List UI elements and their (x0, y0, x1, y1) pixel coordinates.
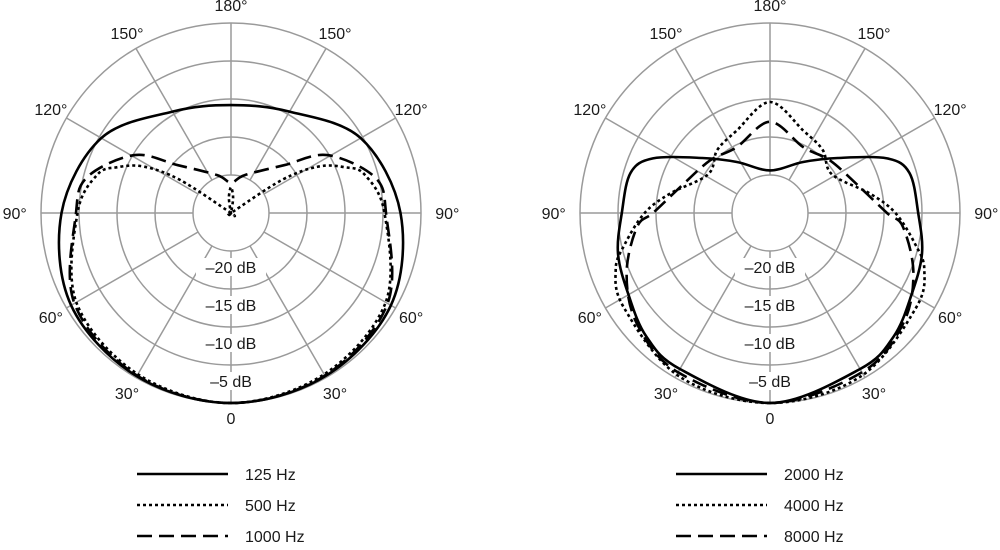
grid-ring (731, 174, 809, 252)
db-label-bg (735, 372, 805, 390)
grid-spoke (66, 231, 199, 309)
series-125-hz (57, 103, 405, 405)
db-label-bg (196, 296, 266, 314)
angle-label: 150° (649, 26, 682, 43)
angle-label: 90° (3, 206, 27, 223)
grid-spoke (263, 231, 396, 309)
angle-label: 180° (753, 0, 786, 15)
db-label-bg (196, 258, 266, 276)
db-label-bg (196, 334, 266, 352)
db-label: –5 dB (210, 374, 252, 391)
legend-label: 125 Hz (245, 467, 296, 484)
angle-label: 180° (214, 0, 247, 15)
angle-label: 0 (766, 411, 775, 428)
angle-label: 60° (938, 310, 962, 327)
angle-label: 30° (323, 386, 347, 403)
angle-label: 90° (435, 206, 459, 223)
legend-label: 2000 Hz (784, 467, 844, 484)
angle-label: 120° (395, 102, 428, 119)
series-8000-hz (625, 120, 915, 405)
grid-spoke (135, 48, 213, 181)
angle-label: 120° (934, 102, 967, 119)
angle-label: 90° (542, 206, 566, 223)
db-label-bg (196, 372, 266, 390)
db-label: –15 dB (745, 298, 796, 315)
legend-label: 1000 Hz (245, 529, 305, 546)
polar-chart-1: 0 30° 30° 60° 60° 90° 90° 120° 120° 150° 150° 180° –… (3, 0, 460, 546)
db-label: –10 dB (206, 336, 257, 353)
db-label-bg (735, 258, 805, 276)
polar-chart-2: 0 30° 30° 60° 60° 90° 90° 120° 120° 150° 150° 180° –… (542, 0, 999, 546)
db-label-bg (735, 296, 805, 314)
db-label: –20 dB (745, 260, 796, 277)
angle-label: 150° (318, 26, 351, 43)
angle-label: 150° (857, 26, 890, 43)
grid-spoke (249, 48, 327, 181)
db-label: –20 dB (206, 260, 257, 277)
grid-spoke (788, 48, 866, 181)
series-1000-hz (68, 153, 394, 405)
angle-label: 150° (110, 26, 143, 43)
angle-label: 90° (974, 206, 998, 223)
angle-label: 60° (399, 310, 423, 327)
angle-label: 0 (227, 411, 236, 428)
series-4000-hz (614, 100, 926, 405)
legend-label: 500 Hz (245, 498, 296, 515)
db-label: –10 dB (745, 336, 796, 353)
angle-label: 120° (34, 102, 67, 119)
angle-label: 30° (115, 386, 139, 403)
grid-spoke (674, 48, 752, 181)
db-label: –15 dB (206, 298, 257, 315)
db-label: –5 dB (749, 374, 791, 391)
angle-label: 30° (862, 386, 886, 403)
angle-label: 120° (573, 102, 606, 119)
angle-label: 30° (654, 386, 678, 403)
db-label-bg (735, 334, 805, 352)
angle-label: 60° (39, 310, 63, 327)
grid-spoke (802, 231, 935, 309)
legend-label: 8000 Hz (784, 529, 844, 546)
series-500-hz (70, 164, 392, 405)
angle-label: 60° (578, 310, 602, 327)
legend-label: 4000 Hz (784, 498, 844, 515)
